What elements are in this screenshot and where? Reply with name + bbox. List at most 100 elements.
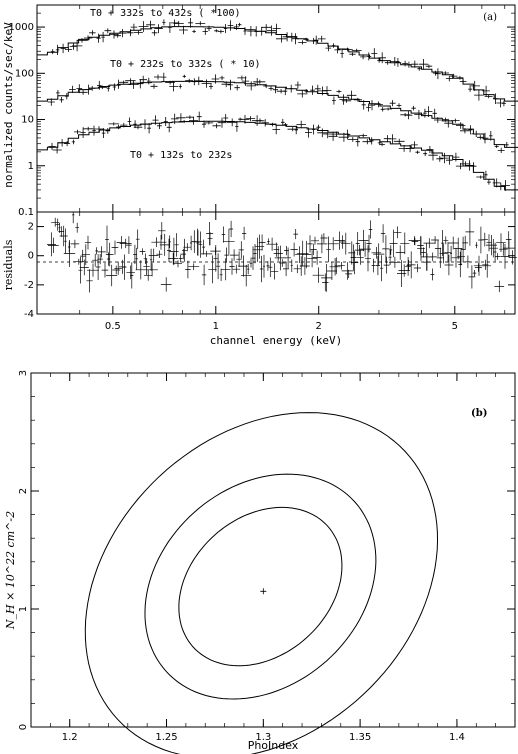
residual-point: [290, 259, 293, 272]
residual-point: [174, 233, 179, 257]
panel-a-spectrum: 0.1 1 10 100 1000 (a) T0 + 332s to 432s ( *1…: [2, 4, 518, 218]
residual-point: [105, 242, 114, 267]
data-point: [217, 117, 227, 128]
residuals-y-ticks: -4 -2 0 2: [24, 222, 515, 320]
residual-point: [126, 265, 135, 280]
data-point: [89, 86, 96, 91]
residual-point: [406, 251, 416, 279]
residual-point: [400, 232, 410, 255]
residual-point: [208, 255, 217, 284]
residual-point: [55, 218, 60, 231]
residual-point: [86, 269, 93, 293]
residual-point: [475, 242, 478, 249]
data-point: [89, 30, 96, 36]
residual-point: [135, 247, 138, 270]
data-point: [212, 123, 221, 129]
residual-point: [97, 246, 106, 258]
panel-a-x-axis-title: channel energy (keV): [210, 334, 342, 347]
residual-point: [95, 247, 98, 255]
residual-point: [273, 246, 283, 261]
data-point: [304, 89, 308, 94]
x-tick-label: 5: [452, 321, 458, 332]
b-x-tick-label: 1.3: [255, 732, 271, 743]
data-point: [101, 128, 106, 138]
residual-point: [219, 268, 223, 281]
data-point: [371, 48, 378, 59]
data-point: [449, 73, 458, 79]
data-point: [323, 129, 333, 139]
residual-point: [341, 232, 351, 255]
residual-point: [240, 264, 252, 287]
residual-point: [499, 242, 508, 256]
residual-point: [75, 222, 80, 233]
residual-point: [382, 235, 390, 263]
res-y-tick-label: -4: [24, 309, 34, 320]
data-point: [237, 22, 242, 27]
data-point: [440, 152, 449, 164]
data-point: [83, 35, 93, 41]
data-point: [263, 83, 270, 89]
residual-point: [47, 232, 56, 257]
residual-point: [270, 263, 279, 280]
y-tick-label: 10: [21, 115, 34, 126]
residual-point: [144, 269, 153, 281]
data-point: [325, 44, 332, 52]
residual-point: [447, 236, 459, 250]
residual-point: [322, 273, 329, 292]
data-point: [194, 76, 204, 86]
data-point: [206, 25, 212, 32]
data-point: [432, 70, 438, 76]
residual-point: [202, 239, 206, 255]
residual-point: [229, 220, 234, 238]
residual-point: [150, 248, 153, 271]
residual-point: [190, 235, 193, 251]
data-point: [154, 74, 162, 80]
residual-point: [421, 247, 426, 258]
residual-point: [350, 244, 357, 271]
residual-point: [458, 251, 463, 278]
residual-point: [371, 247, 382, 259]
data-point: [246, 116, 256, 122]
residual-point: [431, 236, 439, 244]
residual-point: [408, 236, 421, 245]
residual-point: [135, 229, 140, 249]
data-point: [173, 21, 184, 27]
data-point: [272, 124, 281, 135]
y-tick-label: 0.1: [18, 207, 34, 218]
panel-b-label: (b): [471, 408, 487, 419]
data-point: [460, 128, 470, 134]
data-point: [93, 126, 105, 132]
data-point: [297, 90, 308, 98]
data-point: [384, 60, 391, 65]
panel-a-series: [37, 18, 518, 191]
data-point: [331, 131, 342, 137]
data-point: [240, 115, 250, 124]
data-point: [178, 84, 182, 89]
residual-point: [500, 244, 510, 269]
residual-point: [464, 255, 471, 269]
data-point: [116, 124, 121, 130]
data-point: [362, 139, 373, 145]
data-point: [451, 118, 460, 123]
residual-point: [64, 228, 67, 254]
data-point: [224, 24, 228, 34]
data-point: [209, 83, 213, 90]
data-point: [347, 137, 358, 142]
data-point: [147, 77, 151, 85]
data-point: [434, 117, 442, 123]
best-fit-marker: [260, 588, 267, 595]
residual-point: [395, 245, 405, 260]
residual-point: [258, 234, 266, 251]
residual-point: [126, 236, 132, 254]
data-point: [269, 122, 276, 127]
residual-point: [267, 238, 270, 245]
data-point: [414, 110, 424, 120]
data-point: [316, 124, 321, 130]
residual-point: [105, 225, 109, 254]
residual-point: [266, 237, 278, 251]
residual-point: [274, 245, 287, 271]
residual-point: [371, 258, 376, 273]
data-point: [195, 21, 206, 26]
residual-point: [111, 240, 119, 255]
data-point: [221, 81, 231, 88]
